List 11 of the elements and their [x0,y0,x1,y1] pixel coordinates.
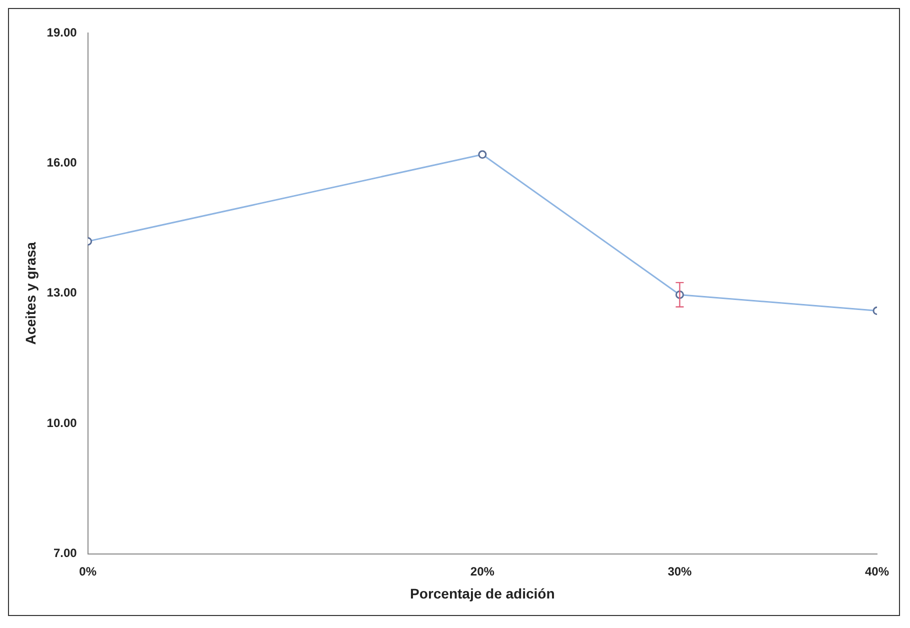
x-tick-label: 40% [864,564,890,578]
y-tick-label: 7.00 [53,546,78,560]
y-tick-label: 19.00 [46,25,78,40]
x-tick-label: 30% [668,564,692,578]
y-tick-label: 10.00 [46,416,78,430]
x-tick-label: 20% [470,564,495,578]
x-tick-label: 0% [79,564,97,578]
x-axis-title: Porcentaje de adición [410,585,555,602]
y-tick-label: 16.00 [46,156,78,170]
y-axis-title: Aceites y grasa [22,242,38,345]
y-tick-label: 13.00 [46,286,78,300]
